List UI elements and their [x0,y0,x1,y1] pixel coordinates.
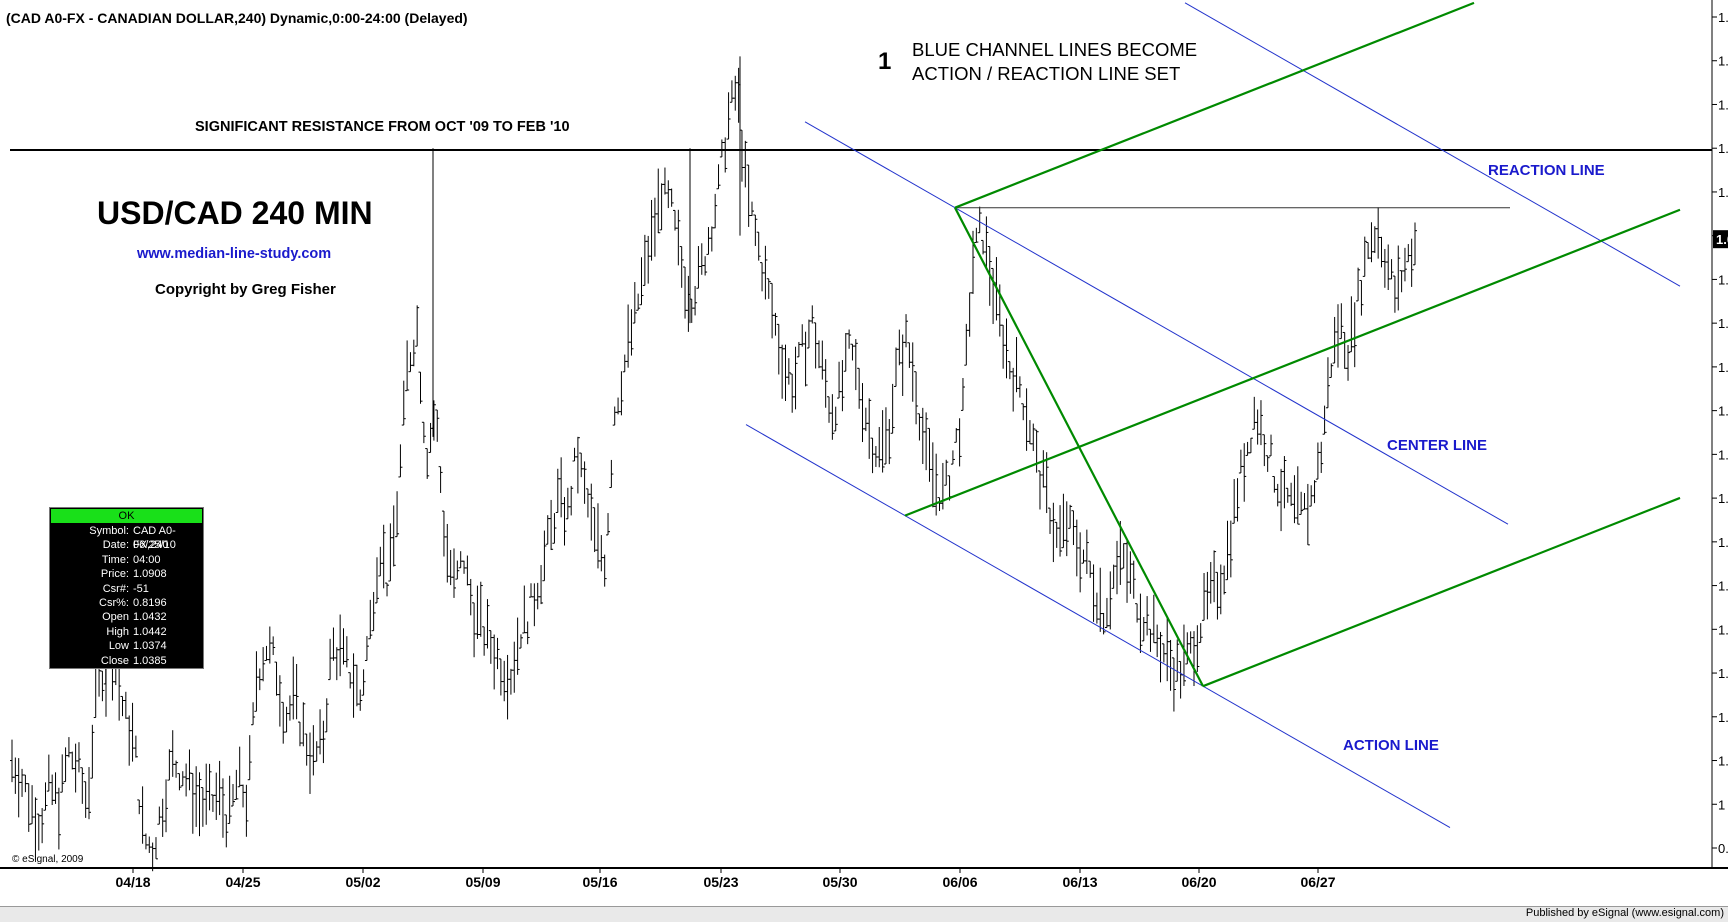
center-line-label: CENTER LINE [1387,437,1487,454]
data-window-label: Date: [102,539,129,552]
chart-subtitle: www.median-line-study.com [136,246,331,262]
y-tick-label: 1.035 [1718,491,1728,506]
data-window-label: Close [100,654,129,667]
y-tick-label: 1 [1718,797,1725,812]
data-window-row: Low 1.0374 [50,639,203,653]
x-tick-label: 06/06 [942,874,977,890]
data-window-row: High 1.0442 [50,625,203,639]
data-window-row: Open 1.0432 [50,610,203,624]
reaction-line [1184,2,1681,287]
data-window-value: 1.0442 [133,625,167,638]
reaction-line-label: REACTION LINE [1488,162,1605,179]
data-window-label: Price: [100,568,129,581]
data-window-row: Price: 1.0908 [50,567,203,581]
y-tick-label: 1.02 [1718,622,1728,637]
data-window-label: Csr%: [99,596,129,609]
data-window-value: 1.0385 [133,654,167,667]
y-tick-label: 1.005 [1718,754,1728,769]
data-window-label: Low [108,640,129,653]
resistance-annotation: SIGNIFICANT RESISTANCE FROM OCT '09 TO F… [195,119,570,135]
data-window-label: High [106,625,129,638]
cursor-data-window[interactable]: OK Symbol: CAD A0-FX,240 Date: 06/25/10 Time… [49,507,204,669]
esignal-copyright: © eSignal, 2009 [12,854,84,865]
action-line-label: ACTION LINE [1343,737,1439,754]
y-tick-label: 1.015 [1718,666,1728,681]
x-tick-label: 06/20 [1181,874,1216,890]
data-window-row: Csr#: -51 [50,582,203,596]
x-tick-label: 04/25 [225,874,260,890]
x-tick-label: 06/13 [1062,874,1097,890]
data-window-value: 04:00 [133,553,161,566]
y-tick-label: 1.04 [1718,447,1728,462]
chart-credit: Copyright by Greg Fisher [155,281,336,298]
data-window-label: Time: [101,553,129,566]
y-tick-label: 1.08 [1718,97,1728,112]
data-window-value: 0.8196 [133,596,167,609]
data-window-row: Time: 04:00 [50,553,203,567]
y-tick-label: 1.01 [1718,710,1728,725]
data-window-value: 1.0374 [133,640,167,653]
data-window-value: 06/25/10 [133,539,176,552]
pitchfork-lower-line [1202,496,1681,688]
y-tick-label: 1.055 [1718,316,1728,331]
action-line [745,424,1451,828]
x-tick-label: 05/09 [465,874,500,890]
y-tick-label: 1.09 [1718,10,1728,25]
chart-title: USD/CAD 240 MIN [97,195,373,231]
data-window-value: 1.0908 [133,568,167,581]
x-tick-label: 05/02 [345,874,380,890]
publisher-credit: Published by eSignal (www.esignal.com) [1525,907,1724,919]
data-window-value: CAD A0-FX,240 [133,525,176,552]
data-window-label: Open [102,611,129,624]
data-window-label: Symbol: [89,525,129,537]
y-tick-label: 1.03 [1718,535,1728,550]
center-line [804,121,1509,525]
chart-border [0,867,1728,869]
data-window-header[interactable]: OK [51,509,202,523]
y-tick-label: 1.045 [1718,404,1728,419]
data-window-row: Date: 06/25/10 [50,538,203,552]
data-window-value: -51 [133,582,149,595]
y-tick-label: 1.05 [1718,360,1728,375]
y-tick-label: 0.995 [1718,841,1728,856]
pitchfork-upper-line [954,1,1475,209]
y-tick-label: 1.07 [1718,185,1728,200]
y-tick-label: 1.085 [1718,54,1728,69]
step-number: 1 [878,48,891,75]
last-price-label: 1.0646 [1716,232,1728,247]
data-window-value: 1.0432 [133,611,167,624]
data-window-row: Csr%: 0.8196 [50,596,203,610]
x-tick-label: 05/23 [703,874,738,890]
note-line-2: ACTION / REACTION LINE SET [912,63,1180,84]
status-bar [0,906,1728,922]
x-tick-label: 05/30 [822,874,857,890]
y-tick-label: 1.025 [1718,579,1728,594]
pitchfork-median-line [904,208,1681,517]
x-tick-label: 04/18 [115,874,150,890]
x-tick-label: 06/27 [1300,874,1335,890]
data-window-row: Symbol: CAD A0-FX,240 [50,524,203,552]
chart-window-title: (CAD A0-FX - CANADIAN DOLLAR,240) Dynami… [6,10,468,26]
data-window-row: Close 1.0385 [50,654,203,668]
y-tick-label: 1.06 [1718,272,1728,287]
x-tick-label: 05/16 [582,874,617,890]
data-window-label: Csr#: [102,582,129,595]
data-window-rows: Symbol: CAD A0-FX,240 Date: 06/25/10 Time: 04… [50,524,203,668]
note-line-1: BLUE CHANNEL LINES BECOME [912,39,1197,60]
y-tick-label: 1.075 [1718,141,1728,156]
last-price-box [1713,230,1728,249]
